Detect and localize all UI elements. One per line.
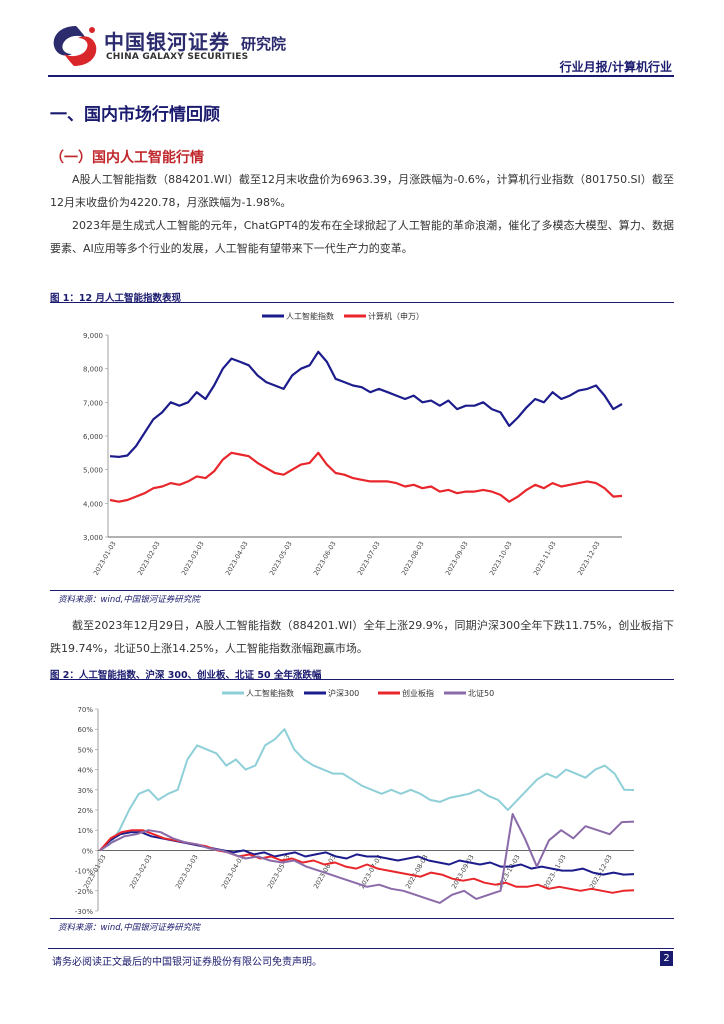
paragraph-3: 截至2023年12月29日，A股人工智能指数（884201.WI）全年上涨29.… bbox=[50, 619, 674, 655]
y-tick-label-0-4: 7,000 bbox=[83, 399, 103, 407]
figure-1-rule bbox=[50, 302, 674, 303]
legend-label-1-2: 创业板指 bbox=[402, 688, 434, 698]
y-tick-label-1-5: 20% bbox=[77, 807, 93, 815]
x-tick-label-0-6: 2023-07-03 bbox=[356, 540, 382, 577]
footer-disclaimer: 请务必阅读正文最后的中国银河证券股份有限公司免责声明。 bbox=[52, 957, 322, 968]
header-divider bbox=[48, 75, 674, 77]
series-line-1-3 bbox=[99, 813, 635, 904]
legend-label-1-0: 人工智能指数 bbox=[246, 688, 294, 698]
y-tick-label-1-8: 50% bbox=[77, 746, 93, 754]
galaxy-logo-icon bbox=[53, 26, 97, 66]
legend-label-1-1: 沪深300 bbox=[328, 688, 359, 698]
paragraph-2: 2023年是生成式人工智能的元年，ChatGPT4的发布在全球掀起了人工智能的革… bbox=[50, 219, 674, 255]
figure-2-rule bbox=[50, 679, 674, 680]
x-tick-label-0-4: 2023-05-03 bbox=[268, 540, 294, 577]
y-tick-label-1-0: -30% bbox=[75, 908, 93, 916]
series-line-1-0 bbox=[99, 728, 635, 852]
legend-label-0-0: 人工智能指数 bbox=[286, 311, 334, 321]
y-tick-label-1-3: 0% bbox=[82, 847, 93, 855]
subsection-heading: （一）国内人工智能行情 bbox=[50, 150, 204, 166]
x-tick-label-0-1: 2023-02-03 bbox=[136, 540, 162, 577]
x-tick-label-0-11: 2023-12-03 bbox=[576, 540, 602, 577]
x-tick-label-0-10: 2023-11-03 bbox=[532, 540, 558, 577]
x-tick-label-0-5: 2023-06-03 bbox=[312, 540, 338, 577]
figure-1-bottom-rule bbox=[50, 590, 674, 591]
x-tick-label-0-9: 2023-10-03 bbox=[488, 540, 514, 577]
x-tick-label-0-0: 2023-01-03 bbox=[92, 540, 118, 577]
x-tick-label-0-2: 2023-03-03 bbox=[180, 540, 206, 577]
series-line-0-0 bbox=[109, 350, 623, 458]
brand-name-cn: 中国银河证券 bbox=[104, 30, 230, 54]
series-line-1-1 bbox=[99, 831, 635, 876]
footer-divider bbox=[48, 948, 674, 949]
figure-1-title: 图 1：12 月人工智能指数表现 bbox=[50, 293, 181, 304]
y-tick-label-1-4: 10% bbox=[77, 827, 93, 835]
y-tick-label-0-3: 6,000 bbox=[83, 433, 103, 441]
series-line-0-1 bbox=[109, 451, 623, 503]
x-tick-label-1-3: 2023-04-03 bbox=[220, 853, 246, 890]
figure-1-source: 资料来源：wind,中国银河证券研究院 bbox=[58, 595, 200, 605]
y-tick-label-1-6: 30% bbox=[77, 787, 93, 795]
paragraph-1: A股人工智能指数（884201.WI）截至12月末收盘价为6963.39，月涨跌… bbox=[50, 173, 674, 209]
y-tick-label-0-6: 9,000 bbox=[83, 332, 103, 340]
y-tick-label-1-2: -10% bbox=[75, 868, 93, 876]
y-tick-label-1-7: 40% bbox=[77, 767, 93, 775]
figure-2-source: 资料来源：wind,中国银河证券研究院 bbox=[58, 923, 200, 933]
x-tick-label-1-8: 2023-09-03 bbox=[450, 853, 476, 890]
x-tick-label-1-2: 2023-03-03 bbox=[174, 853, 200, 890]
x-tick-label-0-7: 2023-08-03 bbox=[400, 540, 426, 577]
y-tick-label-0-0: 3,000 bbox=[83, 534, 103, 542]
x-tick-label-1-1: 2023-02-03 bbox=[128, 853, 154, 890]
brand-name-en: CHINA GALAXY SECURITIES bbox=[106, 52, 249, 62]
y-tick-label-0-1: 4,000 bbox=[83, 500, 103, 508]
section-heading: 一、国内市场行情回顾 bbox=[50, 105, 220, 125]
y-tick-label-0-5: 8,000 bbox=[83, 366, 103, 374]
y-tick-label-1-1: -20% bbox=[75, 888, 93, 896]
y-tick-label-1-9: 60% bbox=[77, 726, 93, 734]
y-tick-label-0-2: 5,000 bbox=[83, 467, 103, 475]
x-tick-label-0-8: 2023-09-03 bbox=[444, 540, 470, 577]
y-tick-label-1-10: 70% bbox=[77, 706, 93, 714]
x-tick-label-0-3: 2023-04-03 bbox=[224, 540, 250, 577]
figure-2-title: 图 2：人工智能指数、沪深 300、创业板、北证 50 全年涨跌幅 bbox=[50, 670, 322, 681]
chart-annual-returns: 人工智能指数 沪深300 创业板指 北证50 -30% -20% -10% 0% 10% 20% 3… bbox=[75, 688, 635, 916]
x-tick-label-1-10: 2023-11-03 bbox=[542, 853, 568, 890]
figure-2-bottom-rule bbox=[50, 918, 674, 919]
chart-ai-index-december: 人工智能指数 计算机（申万） 3,000 4,000 5,000 6,000 7,000 8,… bbox=[83, 311, 623, 577]
legend-label-1-3: 北证50 bbox=[468, 689, 494, 698]
doc-category-tag: 行业月报/计算机行业 bbox=[559, 60, 672, 74]
brand-dept: 研究院 bbox=[241, 35, 287, 53]
legend-label-0-1: 计算机（申万） bbox=[368, 311, 424, 321]
page-number: 2 bbox=[660, 951, 673, 966]
